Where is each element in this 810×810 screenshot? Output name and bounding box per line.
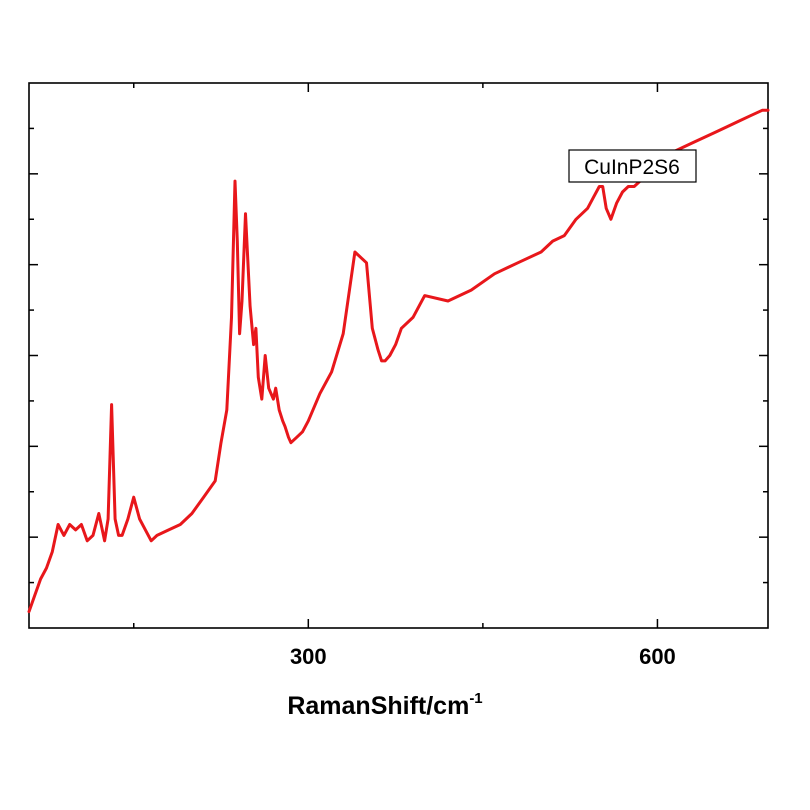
x-axis-title-main: RamanShift/cm	[287, 692, 469, 720]
x-tick-label: 600	[639, 644, 676, 669]
legend-box	[568, 149, 697, 183]
y-axis-ticks	[29, 127, 768, 584]
series-layer	[27, 108, 770, 614]
x-axis-title: RamanShift/cm-1	[287, 690, 482, 720]
legend: CuInP2S6	[568, 149, 697, 183]
legend-entry-label: CuInP2S6	[584, 156, 680, 179]
series-line-cuinp2s6	[27, 108, 770, 614]
x-tick-label: 300	[290, 644, 327, 669]
x-axis-title-superscript: -1	[469, 690, 482, 707]
x-axis-tick-labels: 300 600	[290, 644, 676, 669]
x-axis-ticks	[132, 83, 659, 628]
